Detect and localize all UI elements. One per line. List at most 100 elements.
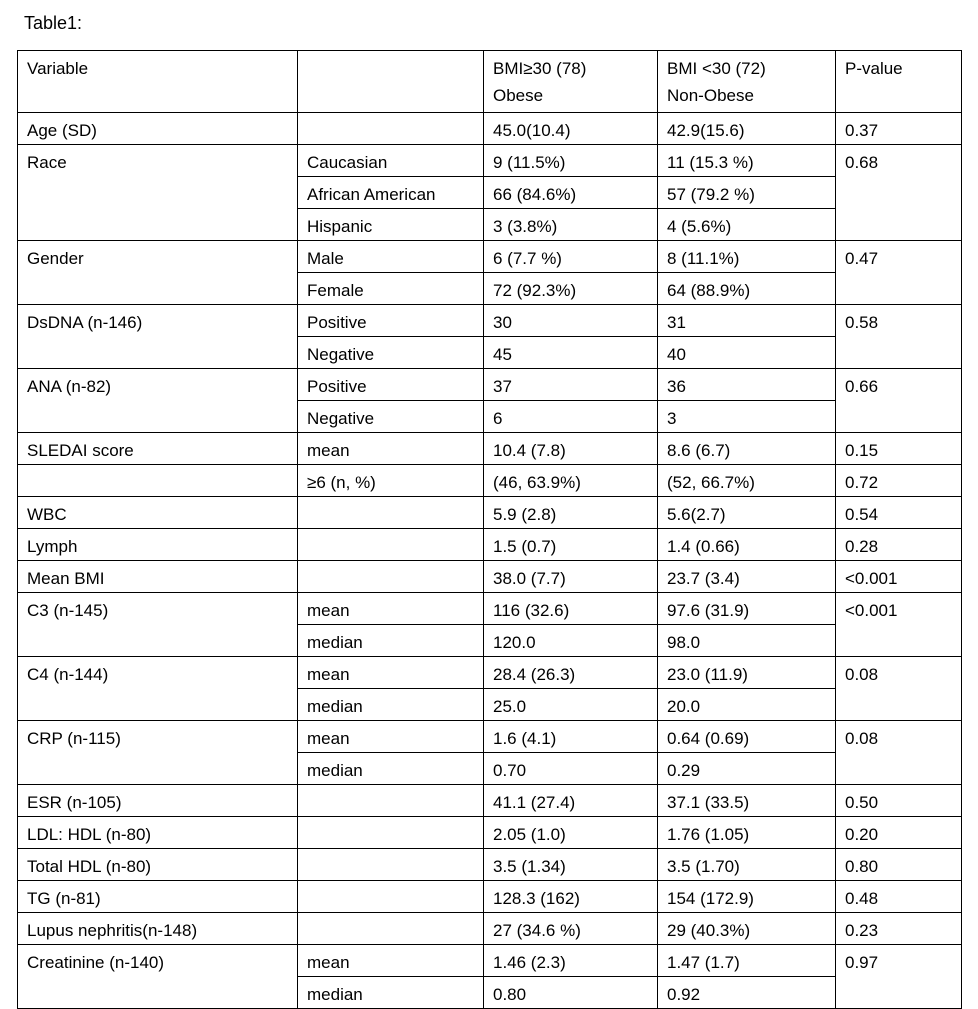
- header-variable: Variable: [17, 50, 298, 113]
- header-nonobese-line1: BMI <30 (72): [667, 59, 766, 78]
- subcategory-cell: [297, 912, 484, 945]
- table-row: WBC 5.9 (2.8) 5.6(2.7) 0.54: [17, 496, 962, 529]
- nonobese-value-cell: 8.6 (6.7): [657, 432, 836, 465]
- p-value-cell: 0.23: [835, 912, 962, 945]
- obese-value-cell: 3 (3.8%): [483, 208, 658, 241]
- subcategory-cell: Hispanic: [297, 208, 484, 241]
- obese-value-cell: 116 (32.6): [483, 592, 658, 625]
- variable-cell: Total HDL (n-80): [17, 848, 298, 881]
- subcategory-cell: African American: [297, 176, 484, 209]
- variable-cell: WBC: [17, 496, 298, 529]
- p-value-cell: 0.68: [835, 144, 962, 241]
- variable-cell: C3 (n-145): [17, 592, 298, 657]
- nonobese-value-cell: 29 (40.3%): [657, 912, 836, 945]
- nonobese-value-cell: 40: [657, 336, 836, 369]
- variable-cell: Race: [17, 144, 298, 241]
- p-value-cell: 0.54: [835, 496, 962, 529]
- subcategory-cell: Negative: [297, 336, 484, 369]
- obese-value-cell: 6: [483, 400, 658, 433]
- nonobese-value-cell: 57 (79.2 %): [657, 176, 836, 209]
- subcategory-cell: [297, 528, 484, 561]
- table-title: Table1:: [24, 13, 83, 33]
- variable-cell: SLEDAI score: [17, 432, 298, 465]
- obese-value-cell: 30: [483, 304, 658, 337]
- table-row: Hispanic 3 (3.8%) 4 (5.6%): [18, 208, 962, 241]
- subcategory-cell: [297, 496, 484, 529]
- subcategory-cell: [297, 784, 484, 817]
- obese-value-cell: 1.6 (4.1): [483, 720, 658, 753]
- subcategory-cell: Positive: [297, 304, 484, 337]
- nonobese-value-cell: (52, 66.7%): [657, 464, 836, 497]
- obese-value-cell: 0.80: [483, 976, 658, 1009]
- subcategory-cell: median: [297, 624, 484, 657]
- nonobese-value-cell: 1.4 (0.66): [657, 528, 836, 561]
- p-value-cell: 0.08: [835, 720, 962, 785]
- p-value-cell: <0.001: [835, 592, 962, 657]
- nonobese-value-cell: 0.64 (0.69): [657, 720, 836, 753]
- obese-value-cell: 27 (34.6 %): [483, 912, 658, 945]
- table-row: median 120.0 98.0: [18, 624, 962, 657]
- variable-cell: LDL: HDL (n-80): [17, 816, 298, 849]
- table-row: DsDNA (n-146) Positive 30 31 0.58: [17, 304, 962, 369]
- obese-value-cell: 41.1 (27.4): [483, 784, 658, 817]
- nonobese-value-cell: 20.0: [657, 688, 836, 721]
- subcategory-cell: mean: [297, 720, 484, 753]
- subcategory-cell: [297, 560, 484, 593]
- nonobese-value-cell: 8 (11.1%): [657, 240, 836, 273]
- obese-value-cell: 120.0: [483, 624, 658, 657]
- nonobese-value-cell: 3: [657, 400, 836, 433]
- table-row: CRP (n-115) mean 1.6 (4.1) 0.64 (0.69) 0.08: [17, 720, 962, 785]
- obese-value-cell: 0.70: [483, 752, 658, 785]
- table-row: Total HDL (n-80) 3.5 (1.34) 3.5 (1.70) 0.80: [17, 848, 962, 881]
- variable-cell: Lymph: [17, 528, 298, 561]
- variable-cell: C4 (n-144): [17, 656, 298, 721]
- table-row: Race Caucasian 9 (11.5%) 11 (15.3 %) 0.68: [17, 144, 962, 241]
- table-row: median 0.70 0.29: [18, 752, 962, 785]
- table-row: Age (SD) 45.0(10.4) 42.9(15.6) 0.37: [17, 112, 962, 145]
- p-value-cell: 0.20: [835, 816, 962, 849]
- obese-value-cell: 3.5 (1.34): [483, 848, 658, 881]
- nonobese-value-cell: 154 (172.9): [657, 880, 836, 913]
- table-row: Lupus nephritis(n-148) 27 (34.6 %) 29 (40.…: [17, 912, 962, 945]
- p-value-cell: 0.37: [835, 112, 962, 145]
- header-row: Variable BMI≥30 (78) Obese BMI <30 (72) No…: [17, 50, 962, 113]
- variable-cell: ESR (n-105): [17, 784, 298, 817]
- obese-value-cell: 45: [483, 336, 658, 369]
- subcategory-cell: [297, 848, 484, 881]
- header-obese-line1: BMI≥30 (78): [493, 59, 587, 78]
- variable-cell: CRP (n-115): [17, 720, 298, 785]
- nonobese-value-cell: 42.9(15.6): [657, 112, 836, 145]
- variable-cell: ANA (n-82): [17, 368, 298, 433]
- variable-cell: Creatinine (n-140): [17, 944, 298, 1009]
- obese-value-cell: 37: [483, 368, 658, 401]
- obese-value-cell: 1.46 (2.3): [483, 944, 658, 977]
- p-value-cell: 0.80: [835, 848, 962, 881]
- table-row: ESR (n-105) 41.1 (27.4) 37.1 (33.5) 0.50: [17, 784, 962, 817]
- nonobese-value-cell: 11 (15.3 %): [657, 144, 836, 177]
- p-value-cell: 0.48: [835, 880, 962, 913]
- table-row: TG (n-81) 128.3 (162) 154 (172.9) 0.48: [17, 880, 962, 913]
- obese-value-cell: 25.0: [483, 688, 658, 721]
- nonobese-value-cell: 23.0 (11.9): [657, 656, 836, 689]
- obese-value-cell: 2.05 (1.0): [483, 816, 658, 849]
- obese-value-cell: 38.0 (7.7): [483, 560, 658, 593]
- p-value-cell: 0.66: [835, 368, 962, 433]
- subcategory-cell: Positive: [297, 368, 484, 401]
- obese-value-cell: 72 (92.3%): [483, 272, 658, 305]
- p-value-cell: 0.72: [835, 464, 962, 497]
- subcategory-cell: mean: [297, 944, 484, 977]
- variable-cell: Lupus nephritis(n-148): [17, 912, 298, 945]
- table-row: C3 (n-145) mean 116 (32.6) 97.6 (31.9) <0.00…: [17, 592, 962, 657]
- subcategory-cell: [297, 880, 484, 913]
- header-nonobese-line2: Non-Obese: [667, 86, 754, 105]
- table-row: SLEDAI score mean 10.4 (7.8) 8.6 (6.7) 0.15: [17, 432, 962, 465]
- header-obese: BMI≥30 (78) Obese: [483, 50, 658, 113]
- obese-value-cell: 10.4 (7.8): [483, 432, 658, 465]
- nonobese-value-cell: 0.92: [657, 976, 836, 1009]
- variable-cell: TG (n-81): [17, 880, 298, 913]
- header-subcategory: [297, 50, 484, 113]
- obese-value-cell: 128.3 (162): [483, 880, 658, 913]
- p-value-cell: 0.97: [835, 944, 962, 1009]
- data-table: Variable BMI≥30 (78) Obese BMI <30 (72) No…: [17, 50, 962, 1009]
- nonobese-value-cell: 98.0: [657, 624, 836, 657]
